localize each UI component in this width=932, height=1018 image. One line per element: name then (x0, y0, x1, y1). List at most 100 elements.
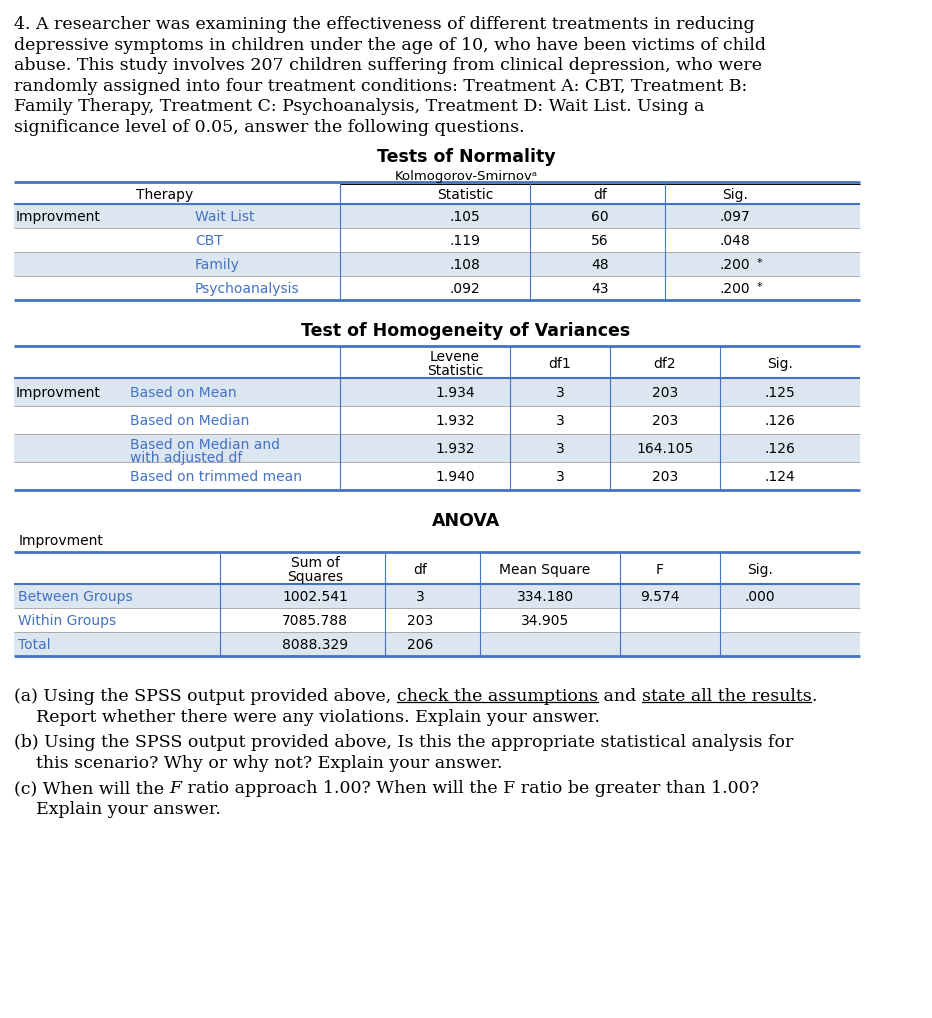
Text: 3: 3 (555, 414, 565, 428)
Text: and: and (597, 688, 641, 705)
Text: Levene: Levene (430, 350, 480, 364)
Text: 34.905: 34.905 (521, 614, 569, 628)
Text: Sum of: Sum of (291, 556, 339, 570)
Bar (14, 462, 860, 490)
Text: Based on Median: Based on Median (130, 414, 250, 428)
Text: (c) When will the: (c) When will the (14, 780, 170, 797)
Text: 56: 56 (591, 234, 609, 248)
Text: 1.932: 1.932 (435, 442, 474, 456)
Text: state all the results: state all the results (641, 688, 812, 705)
Bar (14, 228, 860, 252)
Text: *: * (757, 282, 762, 292)
Text: 206: 206 (406, 638, 433, 652)
Text: 43: 43 (591, 282, 609, 296)
Text: Psychoanalysis: Psychoanalysis (195, 282, 299, 296)
Text: Report whether there were any violations. Explain your answer.: Report whether there were any violations… (36, 709, 600, 726)
Text: .000: .000 (745, 590, 775, 604)
Text: 203: 203 (407, 614, 433, 628)
Text: Sig.: Sig. (747, 563, 773, 577)
Text: Within Groups: Within Groups (18, 614, 116, 628)
Text: .108: .108 (449, 258, 480, 272)
Text: Tests of Normality: Tests of Normality (377, 148, 555, 166)
Text: 1.934: 1.934 (435, 386, 474, 400)
Text: F: F (656, 563, 664, 577)
Text: abuse. This study involves 207 children suffering from clinical depression, who : abuse. This study involves 207 children … (14, 57, 762, 74)
Text: Family: Family (195, 258, 240, 272)
Text: 164.105: 164.105 (637, 442, 693, 456)
Text: Sig.: Sig. (767, 357, 793, 371)
Text: .125: .125 (764, 386, 795, 400)
Text: Total: Total (18, 638, 50, 652)
Bar (14, 204, 860, 228)
Text: randomly assigned into four treatment conditions: Treatment A: CBT, Treatment B:: randomly assigned into four treatment co… (14, 77, 747, 95)
Bar (14, 584, 860, 608)
Text: Based on trimmed mean: Based on trimmed mean (130, 470, 302, 484)
Text: Statistic: Statistic (437, 188, 493, 202)
Text: 9.574: 9.574 (640, 590, 679, 604)
Text: F: F (170, 780, 182, 797)
Text: this scenario? Why or why not? Explain your answer.: this scenario? Why or why not? Explain y… (36, 755, 502, 772)
Text: .105: .105 (449, 210, 480, 224)
Text: 1002.541: 1002.541 (282, 590, 348, 604)
Text: .: . (812, 688, 816, 705)
Text: (a) Using the SPSS output provided above,: (a) Using the SPSS output provided above… (14, 688, 397, 705)
Text: 1.940: 1.940 (435, 470, 474, 484)
Text: df: df (593, 188, 607, 202)
Text: Wait List: Wait List (195, 210, 254, 224)
Text: Family Therapy, Treatment C: Psychoanalysis, Treatment D: Wait List. Using a: Family Therapy, Treatment C: Psychoanaly… (14, 98, 705, 115)
Text: .048: .048 (720, 234, 750, 248)
Text: 1.932: 1.932 (435, 414, 474, 428)
Text: Sig.: Sig. (722, 188, 748, 202)
Text: 334.180: 334.180 (516, 590, 573, 604)
Bar (14, 378, 860, 406)
Text: Squares: Squares (287, 570, 343, 584)
Text: Explain your answer.: Explain your answer. (36, 801, 221, 818)
Text: Kolmogorov-Smirnovᵃ: Kolmogorov-Smirnovᵃ (394, 170, 538, 183)
Bar (14, 608, 860, 632)
Text: 203: 203 (651, 386, 678, 400)
Text: df1: df1 (549, 357, 571, 371)
Text: Improvment: Improvment (16, 210, 101, 224)
Text: Improvment: Improvment (19, 534, 103, 548)
Text: depressive symptoms in children under the age of 10, who have been victims of ch: depressive symptoms in children under th… (14, 37, 766, 54)
Text: Based on Median and: Based on Median and (130, 438, 280, 452)
Text: Mean Square: Mean Square (500, 563, 591, 577)
Text: .126: .126 (764, 442, 795, 456)
Text: Therapy: Therapy (136, 188, 194, 202)
Text: 8088.329: 8088.329 (282, 638, 348, 652)
Text: Test of Homogeneity of Variances: Test of Homogeneity of Variances (301, 322, 631, 340)
Text: *: * (757, 258, 762, 268)
Text: 203: 203 (651, 414, 678, 428)
Text: .126: .126 (764, 414, 795, 428)
Text: .124: .124 (764, 470, 795, 484)
Text: 3: 3 (416, 590, 424, 604)
Text: Based on Mean: Based on Mean (130, 386, 237, 400)
Text: .092: .092 (449, 282, 480, 296)
Bar (14, 406, 860, 434)
Text: df: df (413, 563, 427, 577)
Bar (14, 632, 860, 656)
Text: Between Groups: Between Groups (18, 590, 132, 604)
Text: 3: 3 (555, 442, 565, 456)
Text: .119: .119 (449, 234, 481, 248)
Text: (b) Using the SPSS output provided above, Is this the appropriate statistical an: (b) Using the SPSS output provided above… (14, 734, 793, 751)
Bar (14, 252, 860, 276)
Text: 4. A researcher was examining the effectiveness of different treatments in reduc: 4. A researcher was examining the effect… (14, 16, 755, 33)
Text: df2: df2 (653, 357, 677, 371)
Text: ANOVA: ANOVA (432, 512, 500, 530)
Text: 3: 3 (555, 386, 565, 400)
Text: ratio approach 1.00? When will the F ratio be greater than 1.00?: ratio approach 1.00? When will the F rat… (182, 780, 759, 797)
Text: significance level of 0.05, answer the following questions.: significance level of 0.05, answer the f… (14, 118, 525, 135)
Text: .200: .200 (720, 282, 750, 296)
Text: 3: 3 (555, 470, 565, 484)
Bar (14, 434, 860, 462)
Text: 7085.788: 7085.788 (282, 614, 348, 628)
Text: with adjusted df: with adjusted df (130, 451, 242, 465)
Text: check the assumptions: check the assumptions (397, 688, 597, 705)
Text: 60: 60 (591, 210, 609, 224)
Text: Statistic: Statistic (427, 364, 483, 378)
Bar (14, 276, 860, 300)
Text: .200: .200 (720, 258, 750, 272)
Text: 203: 203 (651, 470, 678, 484)
Text: .097: .097 (720, 210, 750, 224)
